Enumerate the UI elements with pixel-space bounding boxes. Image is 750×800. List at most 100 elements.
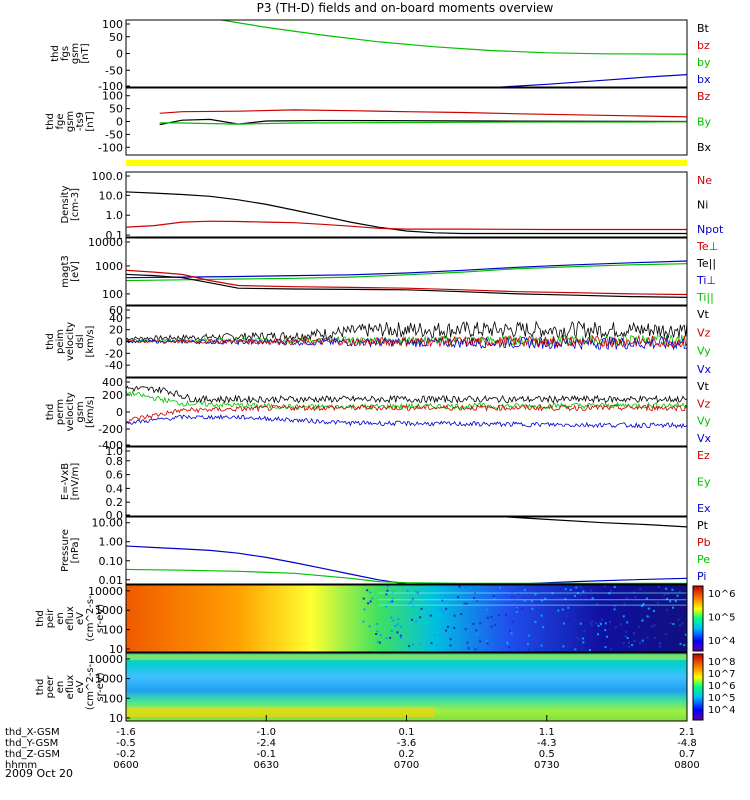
orbit-value-0-1: -1.0: [256, 727, 276, 738]
ylabel-pressure: Pressure[nPa]: [60, 529, 81, 572]
plot-title: P3 (TH-D) fields and on-board moments ov…: [257, 1, 554, 15]
ytick-eflux_elec-0: 10000: [88, 653, 123, 666]
series-pressure-0: [126, 545, 687, 584]
ytick-vel_perm_elec-4: -20: [105, 347, 123, 360]
ytick-vel_perm_ion-1: 200: [102, 389, 123, 402]
ytick-pressure-0: 10.00: [92, 517, 124, 530]
colorbar-label-eflux_elec-2: 10^6: [708, 681, 735, 692]
legend-efield-0: Ez: [697, 449, 710, 462]
colorbar-label-eflux_ion-2: 10^4: [708, 636, 735, 647]
ytick-fgs-2: 0: [116, 48, 123, 61]
panel-fgs-plot: [221, 20, 687, 87]
ytick-pressure-2: 0.10: [99, 555, 124, 568]
ylabel-eflux_ion: thdpeirenefluxeV(cm^2-s-sr-eV): [35, 595, 106, 642]
ytick-eflux_ion-1: 1000: [95, 604, 123, 617]
colorbar-label-eflux_elec-3: 10^5: [708, 693, 735, 704]
orbit-label-0: thd_X-GSM: [5, 727, 60, 738]
panel-efield: 1.00.80.60.40.20.0 E=-VxB[mV/m] Ez Ey Ex: [60, 445, 711, 522]
date-label: 2009 Oct 20: [5, 767, 73, 780]
ytick-fge-2: 0: [116, 116, 123, 129]
series-fgs-1: [501, 74, 687, 87]
colorbar-eflux_elec: [692, 653, 704, 721]
ytick-eflux_ion-0: 10000: [88, 585, 123, 598]
colorbar-label-eflux_elec-0: 10^8: [708, 657, 735, 668]
panel-eflux_ion-plot: [126, 585, 687, 652]
spectrogram-ion: [126, 585, 687, 652]
ytick-vel_perm_ion-0: 400: [102, 376, 123, 389]
panel-eflux_ion-frame: [125, 584, 688, 653]
legend-pressure-2: Pe: [697, 553, 710, 566]
orbit-value-3-0: 0600: [113, 760, 138, 771]
legend-fgs-1: bz: [697, 39, 710, 52]
orbit-label-3: hhmm: [5, 760, 37, 771]
ylabel-density: Density[cm-3]: [60, 185, 81, 223]
panel-vel_perm_ion-frame: [125, 377, 688, 447]
orbit-value-0-4: 2.1: [679, 727, 695, 738]
orbit-label-1: thd_Y-GSM: [5, 738, 58, 749]
ylabel-efield: E=-VxB[mV/m]: [60, 463, 81, 501]
series-vel_perm_elec-2: [126, 335, 687, 351]
series-temp-3: [126, 273, 687, 298]
series-vel_perm_ion-1: [126, 389, 687, 411]
ytick-eflux_ion-3: 10: [109, 643, 123, 656]
orbit-value-3-1: 0630: [254, 760, 279, 771]
legend-fgs-0: Bt: [697, 22, 710, 35]
legend-temp-1: Te||: [696, 257, 716, 270]
series-pressure-2: [507, 517, 687, 528]
orbit-value-1-3: -4.3: [537, 738, 557, 749]
ytick-vel_perm_elec-5: -40: [105, 359, 123, 372]
ylabel-fge: thdfgegsm-ts9[nT]: [45, 111, 96, 132]
ytick-temp-2: 100: [102, 288, 123, 301]
ytick-fge-0: 100: [102, 90, 123, 103]
panel-efield-frame: [125, 446, 688, 517]
series-vel_perm_ion-2: [126, 403, 687, 423]
ytick-density-1: 10.0: [99, 189, 124, 202]
ytick-efield-1: 0.8: [106, 455, 124, 468]
orbit-value-2-4: 0.7: [679, 749, 695, 760]
orbit-value-0-3: 1.1: [539, 727, 555, 738]
ylabel-eflux_elec: thdpeerenefluxeV(cm^2-s-sr-eV): [35, 663, 106, 710]
legend-vel_perm_elec-2: Vy: [697, 345, 711, 358]
series-fge-0: [159, 109, 687, 118]
ytick-eflux_elec-1: 1000: [95, 673, 123, 686]
panel-density-plot: [126, 191, 687, 235]
colorbar-label-eflux_elec-4: 10^4: [708, 705, 735, 716]
ytick-vel_perm_ion-2: 0: [116, 406, 123, 419]
panel-fge-plot: [159, 109, 687, 126]
orbit-value-1-1: -2.4: [256, 738, 276, 749]
series-vel_perm_ion-3: [126, 413, 687, 429]
legend-fgs-3: bx: [697, 73, 711, 86]
ytick-efield-4: 0.2: [106, 496, 124, 509]
legend-vel_perm_elec-0: Vt: [697, 308, 710, 321]
legend-density-1: Ni: [697, 199, 708, 212]
legend-pressure-0: Pt: [697, 519, 709, 532]
panel-temp: 10000 1000 100 magt3[eV] Te⊥ Te|| Ti⊥ Ti||: [60, 236, 718, 306]
ytick-vel_perm_elec-1: 40: [109, 312, 123, 325]
ytick-efield-2: 0.6: [106, 469, 124, 482]
ytick-temp-1: 1000: [95, 260, 123, 273]
ytick-pressure-3: 0.01: [99, 574, 124, 587]
orbit-value-1-4: -4.8: [677, 738, 697, 749]
ytick-vel_perm_ion-4: -400: [98, 439, 123, 452]
colorbar-label-eflux_elec-1: 10^7: [708, 669, 735, 680]
series-vel_perm_elec-0: [126, 320, 687, 342]
ylabel-fgs: thdfgsgsm[nT]: [50, 43, 91, 64]
series-vel_perm_elec-1: [126, 334, 687, 347]
panel-vel_perm_ion-plot: [126, 385, 687, 429]
ytick-fge-4: -100: [98, 141, 123, 154]
panels-layer: 100500-50-100thdfgsgsm[nT]Btbzbybx100500…: [35, 18, 735, 725]
legend-efield-2: Ex: [697, 502, 711, 515]
ytick-fgs-4: -100: [98, 80, 123, 93]
series-vel_perm_elec-3: [126, 334, 687, 349]
legend-fge-0: Bz: [697, 90, 711, 103]
ytick-pressure-1: 1.00: [99, 536, 124, 549]
panel-temp-frame: [125, 237, 688, 306]
ytick-fge-3: -50: [105, 128, 123, 141]
orbit-value-3-2: 0700: [394, 760, 419, 771]
series-temp-0: [126, 260, 687, 279]
panel-vel_perm_elec-plot: [126, 320, 687, 351]
